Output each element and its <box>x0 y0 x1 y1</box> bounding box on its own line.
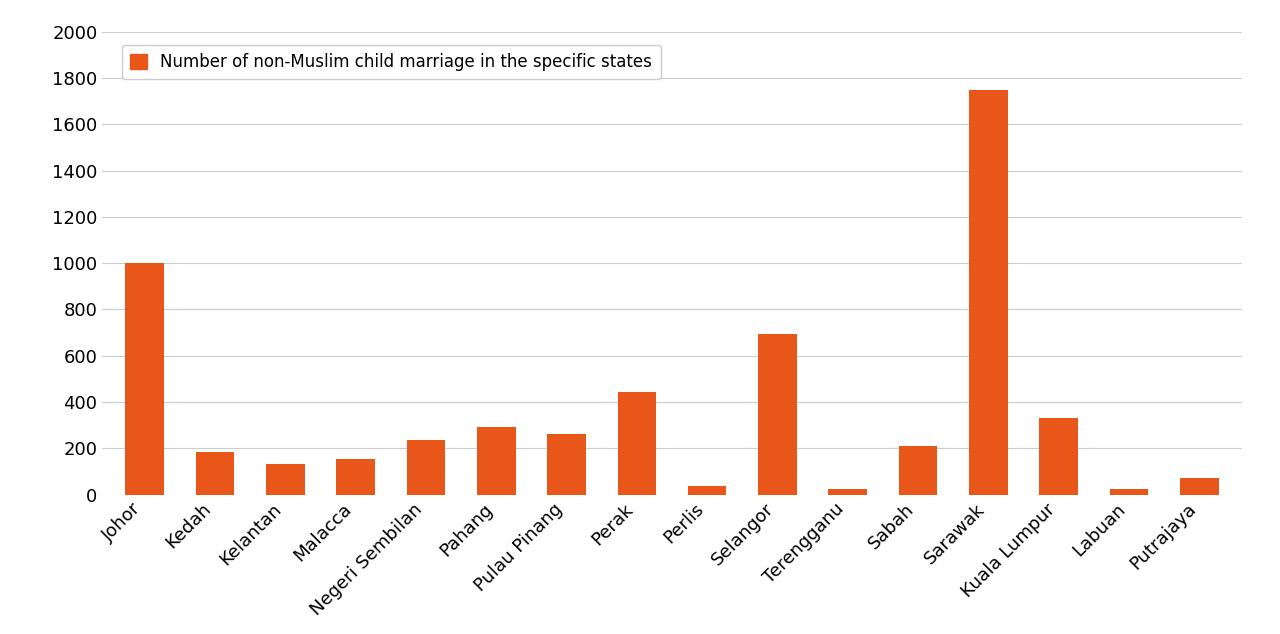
Bar <box>899 446 937 495</box>
Bar <box>407 440 445 495</box>
Bar <box>1039 418 1078 495</box>
Bar <box>758 333 797 495</box>
Bar <box>617 392 657 495</box>
Bar <box>1180 478 1219 495</box>
Bar <box>266 465 305 495</box>
Bar <box>687 486 727 495</box>
Bar <box>337 458 375 495</box>
Bar <box>969 89 1007 495</box>
Bar <box>477 427 516 495</box>
Bar <box>196 451 234 495</box>
Bar <box>547 434 586 495</box>
Bar <box>1110 489 1148 495</box>
Bar <box>125 263 164 495</box>
Legend: Number of non-Muslim child marriage in the specific states: Number of non-Muslim child marriage in t… <box>122 44 660 79</box>
Bar <box>828 489 867 495</box>
